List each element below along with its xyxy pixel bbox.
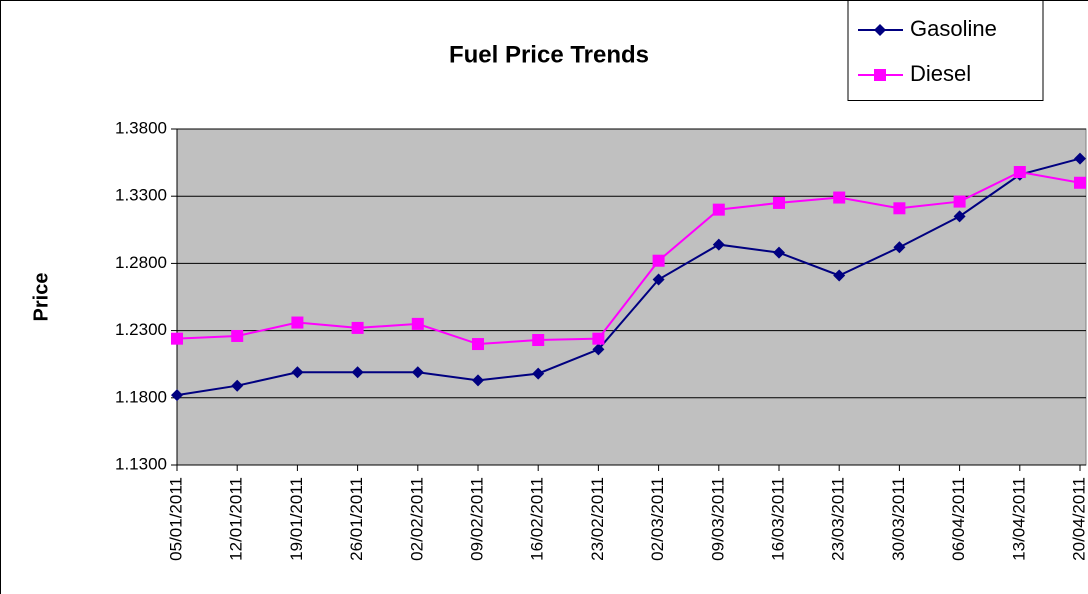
x-tick-label: 16/03/2011 <box>768 477 787 561</box>
x-tick-label: 02/03/2011 <box>648 477 667 561</box>
data-point <box>472 338 484 351</box>
data-point <box>171 332 183 345</box>
data-point <box>833 269 846 282</box>
data-point <box>893 202 906 215</box>
x-tick-label: 30/03/2011 <box>889 477 908 561</box>
data-point <box>953 210 966 223</box>
legend-marker <box>874 24 886 36</box>
data-point <box>171 389 183 402</box>
data-point <box>1074 152 1086 165</box>
y-tick-label: 1.1300 <box>115 454 167 473</box>
x-tick-label: 05/01/2011 <box>166 477 185 561</box>
x-tick-label: 16/02/2011 <box>528 477 547 561</box>
chart-title: Fuel Price Trends <box>449 41 649 68</box>
data-point <box>231 379 244 392</box>
data-point <box>532 367 545 380</box>
data-point <box>652 254 665 267</box>
data-point <box>1074 176 1086 189</box>
data-point <box>411 366 424 379</box>
data-point <box>652 273 665 286</box>
y-tick-label: 1.3800 <box>115 118 167 137</box>
legend-box <box>847 0 1044 101</box>
data-point <box>712 203 725 216</box>
data-point <box>592 343 605 356</box>
data-point <box>1013 166 1026 179</box>
data-point <box>351 366 364 379</box>
x-tick-label: 13/04/2011 <box>1009 477 1028 561</box>
data-point <box>291 366 304 379</box>
data-point <box>532 334 545 347</box>
legend-label: Gasoline <box>910 16 997 41</box>
data-point <box>592 332 605 345</box>
x-tick-label: 09/02/2011 <box>467 477 486 561</box>
x-tick-label: 09/03/2011 <box>708 477 727 561</box>
x-tick-label: 02/02/2011 <box>407 477 426 561</box>
x-tick-label: 23/02/2011 <box>588 477 607 561</box>
series-line <box>176 157 1081 397</box>
x-tick-label: 26/01/2011 <box>347 477 366 561</box>
x-tick-label: 23/03/2011 <box>829 477 848 561</box>
x-tick-label: 06/04/2011 <box>949 477 968 561</box>
data-point <box>833 191 846 204</box>
legend-label: Diesel <box>910 61 971 86</box>
x-tick-label: 20/04/2011 <box>1069 477 1088 561</box>
data-point <box>953 195 966 208</box>
y-tick-label: 1.3300 <box>115 186 167 205</box>
y-tick-label: 1.1800 <box>115 387 167 406</box>
y-tick-label: 1.2800 <box>115 253 167 272</box>
data-point <box>231 329 244 342</box>
data-point <box>773 196 785 209</box>
data-point <box>411 317 424 330</box>
y-tick-label: 1.2300 <box>115 320 167 339</box>
data-point <box>351 321 364 334</box>
data-point <box>472 374 484 387</box>
data-point <box>712 238 725 251</box>
legend-marker <box>874 69 886 81</box>
x-tick-label: 12/01/2011 <box>227 477 246 561</box>
data-point <box>893 241 906 254</box>
y-axis-label: Price <box>30 273 52 322</box>
data-point <box>773 246 785 259</box>
x-tick-label: 19/01/2011 <box>287 477 306 561</box>
data-point <box>291 316 304 329</box>
series-line <box>176 170 1081 346</box>
